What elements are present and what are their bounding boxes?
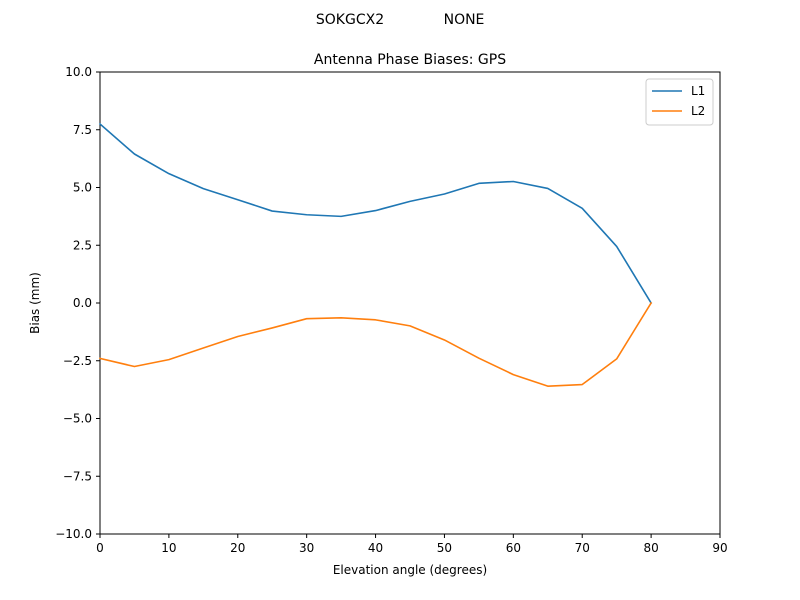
y-tick-label: 2.5 [73,238,92,252]
y-tick-label: 7.5 [73,123,92,137]
x-tick-label: 40 [368,541,383,555]
x-tick-label: 0 [96,541,104,555]
y-tick-label: −7.5 [63,469,92,483]
x-tick-label: 20 [230,541,245,555]
suptitle-station: SOKGCX2 [316,12,384,28]
legend-label-l1: L1 [691,84,705,98]
legend-label-l2: L2 [691,104,705,118]
x-axis-label: Elevation angle (degrees) [333,563,487,577]
y-tick-label: 5.0 [73,181,92,195]
series-line-l1 [98,122,653,305]
y-tick-label: 10.0 [65,65,92,79]
x-tick-label: 70 [575,541,590,555]
y-axis-label: Bias (mm) [28,272,42,334]
axis-ticks: 0 10 20 30 40 50 60 70 80 90 10.0 7.5 5.0 2.5 0.0 −2.5 −… [55,65,727,555]
series-lines [98,122,653,387]
chart-title: Antenna Phase Biases: GPS [314,52,506,68]
y-tick-label: −2.5 [63,354,92,368]
y-tick-label: −5.0 [63,412,92,426]
x-tick-label: 60 [506,541,521,555]
series-line-l2 [99,301,653,387]
y-tick-label: −10.0 [55,527,92,541]
plot-frame [99,71,721,535]
x-tick-label: 90 [712,541,727,555]
x-tick-label: 30 [299,541,314,555]
suptitle-radome: NONE [444,12,485,28]
legend: L1 L2 [645,78,714,126]
x-tick-label: 80 [643,541,658,555]
x-tick-label: 10 [161,541,176,555]
y-tick-label: 0.0 [73,296,92,310]
x-tick-label: 50 [437,541,452,555]
